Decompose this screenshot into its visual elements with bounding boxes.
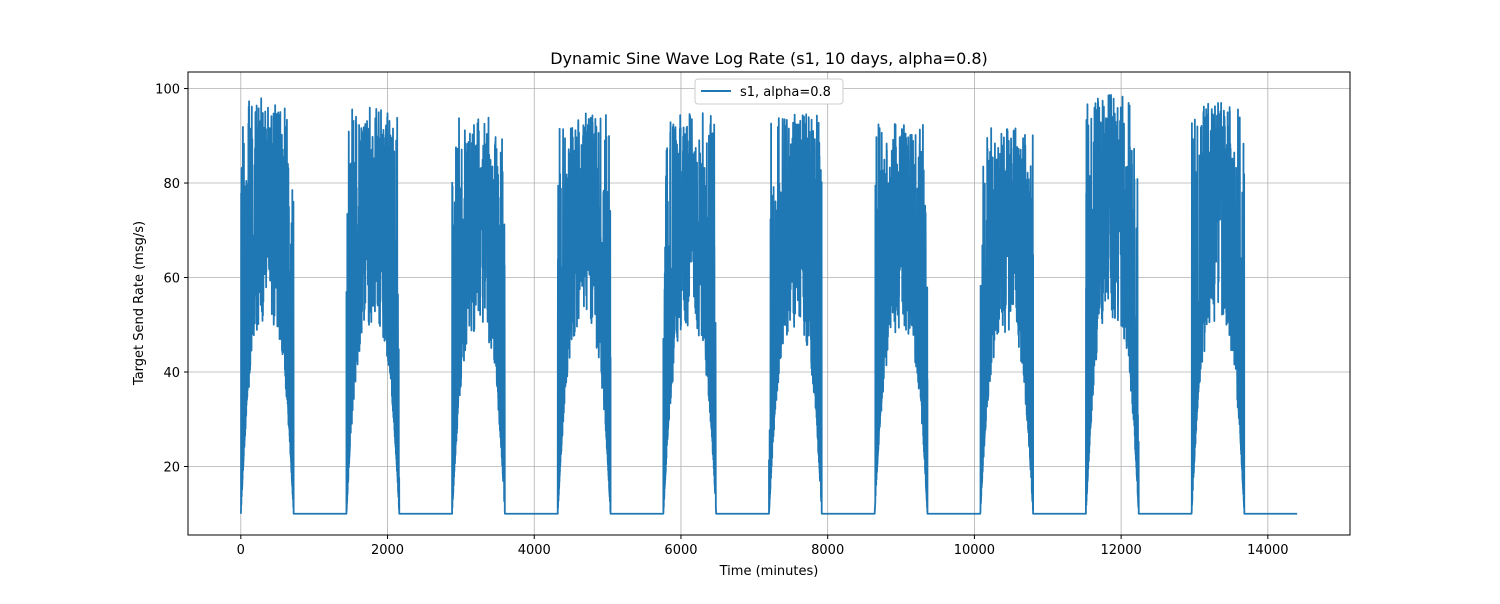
x-tick-label: 14000 bbox=[1247, 543, 1288, 558]
x-axis-label: Time (minutes) bbox=[719, 564, 819, 579]
y-tick-label: 60 bbox=[163, 272, 180, 287]
grid-layer bbox=[188, 72, 1350, 535]
chart-title: Dynamic Sine Wave Log Rate (s1, 10 days,… bbox=[550, 49, 988, 68]
y-tick-label: 20 bbox=[163, 460, 180, 475]
legend-box bbox=[694, 78, 844, 105]
plot-frame bbox=[187, 71, 1351, 536]
x-tick-label: 0 bbox=[237, 543, 245, 558]
legend-label: s1, alpha=0.8 bbox=[740, 85, 831, 100]
y-tick-label: 40 bbox=[163, 366, 180, 381]
x-tick-label: 4000 bbox=[518, 543, 551, 558]
y-tick-label: 80 bbox=[163, 177, 180, 192]
series-line-s1 bbox=[239, 93, 1298, 515]
x-tick-label: 12000 bbox=[1100, 543, 1141, 558]
x-tick-label: 6000 bbox=[664, 543, 697, 558]
y-axis-label: Target Send Rate (msg/s) bbox=[132, 221, 147, 386]
x-tick-label: 10000 bbox=[954, 543, 995, 558]
legend: s1, alpha=0.8 bbox=[694, 78, 844, 105]
x-tick-label: 8000 bbox=[811, 543, 844, 558]
x-tick-label: 2000 bbox=[371, 543, 404, 558]
y-tick-label: 100 bbox=[155, 83, 180, 98]
series-layer bbox=[239, 93, 1298, 515]
tick-layer: 0 2000 4000 6000 8000 10000 12000 14000 20 40 60 80… bbox=[155, 83, 1288, 558]
